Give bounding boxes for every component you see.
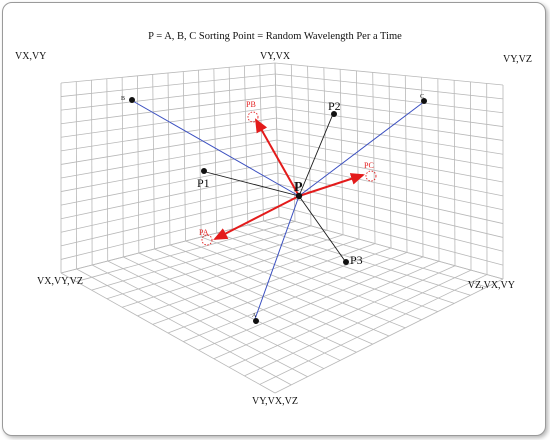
red-target-circles	[201, 111, 377, 246]
grid-line	[421, 77, 424, 257]
pc-circle	[365, 170, 377, 182]
line-p-p1	[201, 170, 300, 197]
line-p-b	[130, 99, 300, 197]
point-a	[253, 318, 259, 324]
grid-line	[276, 139, 504, 183]
grid-line	[182, 71, 186, 242]
label-p: P	[294, 180, 303, 195]
corner-label-bottom: VY,VX,VZ	[252, 396, 298, 407]
line-p-a	[254, 195, 300, 320]
point-p	[295, 192, 303, 200]
grid-line	[277, 172, 504, 224]
corner-label-top-center: VY,VX	[260, 51, 291, 62]
grid-line	[278, 216, 504, 280]
grid-face-left	[60, 62, 280, 274]
grid-line	[228, 67, 233, 230]
arrow-pb	[255, 118, 300, 197]
grid-line	[278, 194, 504, 252]
label-p3: P3	[350, 253, 363, 267]
grid-face-right	[274, 62, 504, 280]
label-c: C	[420, 94, 424, 100]
arrow-pa	[213, 195, 300, 240]
grid-line	[198, 70, 202, 238]
grid-line	[453, 80, 456, 266]
label-pb: PB	[246, 100, 256, 109]
grid-line	[198, 256, 424, 351]
line-p-p3	[298, 195, 346, 262]
grid-line	[60, 139, 278, 179]
grid-line	[278, 205, 504, 266]
grid-line	[232, 228, 455, 304]
line-p-c	[298, 100, 426, 197]
line-p-p2	[298, 113, 334, 197]
point-p2	[331, 111, 337, 117]
label-pa: PA	[199, 228, 209, 237]
point-c	[421, 98, 427, 104]
grid-line	[278, 183, 504, 238]
arrow-pc	[298, 173, 365, 197]
grid-line	[244, 269, 472, 377]
grid-line	[60, 161, 278, 206]
pa-circle	[201, 234, 213, 246]
red-arrows	[213, 118, 365, 240]
label-pc: PC	[364, 161, 374, 170]
point-b	[129, 97, 135, 103]
grid-line	[259, 274, 488, 385]
blue-connector-lines	[130, 99, 426, 320]
diagram-title: P = A, B, C Sorting Point = Random Wavel…	[148, 31, 402, 42]
corner-label-top-right: VY,VZ	[503, 54, 532, 65]
grid-line	[213, 260, 440, 360]
grid-line	[259, 64, 264, 222]
label-p2: P2	[328, 99, 341, 113]
point-p1	[201, 168, 207, 174]
grid-line	[263, 220, 487, 288]
grid-line	[201, 236, 422, 321]
label-a: A	[252, 313, 257, 319]
black-connector-lines	[201, 113, 346, 262]
grid-line	[185, 240, 406, 329]
pb-circle	[247, 111, 259, 123]
grid-line	[183, 252, 408, 342]
grid-line	[60, 205, 279, 260]
label-b: B	[121, 96, 125, 102]
corner-label-top-left: VX,VY	[15, 51, 46, 62]
grid-line	[60, 150, 278, 192]
grid-line	[167, 247, 392, 334]
grid-line	[228, 265, 456, 368]
points	[129, 97, 427, 324]
grid-line	[244, 65, 249, 226]
corner-label-mid-right: VZ,VX,VY	[468, 280, 515, 291]
grid-line	[277, 161, 504, 211]
3d-grid-diagram: P = A, B, C Sorting Point = Random Wavel…	[15, 31, 532, 407]
point-p3	[343, 259, 349, 265]
grid-cube	[60, 62, 504, 394]
grid-line	[213, 68, 218, 234]
grid-line	[470, 81, 472, 271]
grid-line	[60, 183, 279, 233]
corner-label-mid-left: VX,VY,VZ	[37, 276, 83, 287]
diagram-frame: P = A, B, C Sorting Point = Random Wavel…	[2, 2, 546, 436]
label-p1: P1	[197, 176, 210, 190]
grid-line	[60, 172, 278, 220]
grid-line	[274, 278, 504, 394]
grid-line	[60, 194, 279, 247]
grid-line	[216, 232, 438, 312]
grid-line	[437, 78, 440, 262]
grid-line	[404, 75, 408, 253]
